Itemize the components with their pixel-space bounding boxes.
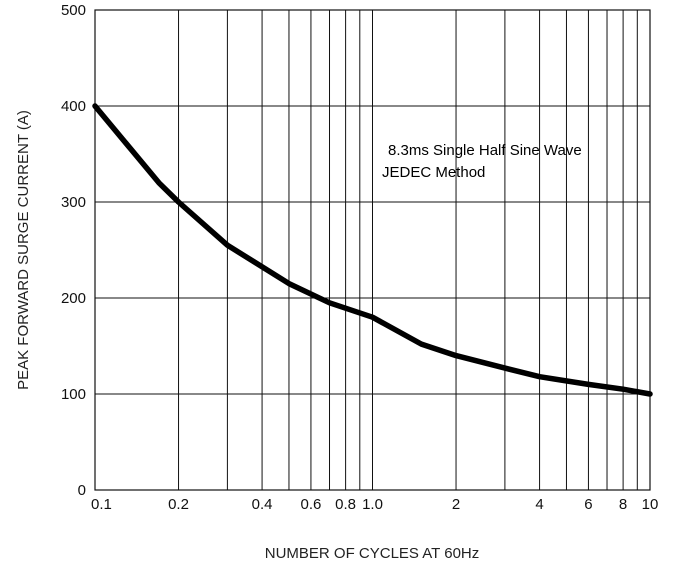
y-tick-label: 400 — [61, 98, 86, 115]
annotation-line-2: JEDEC Method — [382, 164, 485, 181]
y-axis-title: PEAK FORWARD SURGE CURRENT (A) — [15, 110, 32, 390]
y-tick-label: 0 — [78, 482, 86, 499]
x-tick-label: 0.4 — [252, 496, 273, 513]
x-tick-label: 10 — [642, 496, 659, 513]
x-tick-label: 0.1 — [91, 496, 112, 513]
y-tick-label: 500 — [61, 2, 86, 19]
x-tick-label: 0.8 — [335, 496, 356, 513]
x-tick-label: 6 — [584, 496, 592, 513]
x-tick-label: 4 — [535, 496, 543, 513]
grid-lines — [95, 10, 650, 490]
y-tick-labels: 0 100 200 300 400 500 — [61, 2, 86, 499]
x-tick-label: 1.0 — [362, 496, 383, 513]
y-tick-label: 300 — [61, 194, 86, 211]
plot-frame — [94, 9, 651, 491]
x-tick-label: 0.2 — [168, 496, 189, 513]
x-tick-labels: 0.1 0.2 0.4 0.6 0.8 1.0 2 4 6 8 10 — [91, 496, 658, 513]
x-tick-label: 2 — [452, 496, 460, 513]
y-tick-label: 100 — [61, 386, 86, 403]
x-tick-label: 0.6 — [301, 496, 322, 513]
y-tick-label: 200 — [61, 290, 86, 307]
annotation-line-1: 8.3ms Single Half Sine Wave — [388, 142, 582, 159]
series-line — [92, 103, 653, 397]
x-tick-label: 8 — [619, 496, 627, 513]
x-axis-title: NUMBER OF CYCLES AT 60Hz — [265, 545, 480, 562]
